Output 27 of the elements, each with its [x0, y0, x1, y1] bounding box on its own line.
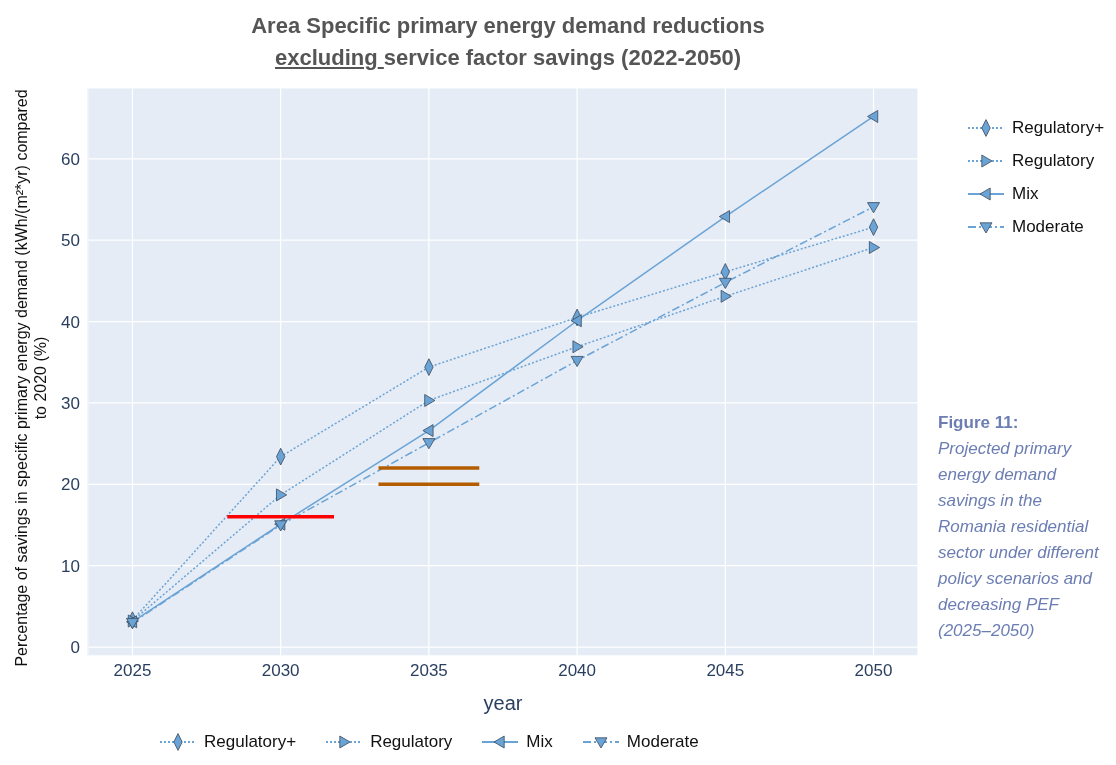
x-tick-label: 2045	[706, 661, 745, 681]
text: Regulatory	[1012, 151, 1095, 170]
legend-label: Regulatory+	[204, 732, 297, 752]
y-tick-label: 40	[61, 312, 80, 332]
y-tick-label: 30	[61, 393, 80, 413]
text: Mix	[1012, 184, 1039, 203]
y-tick-label: 60	[61, 149, 80, 169]
chart-subtitle: excluding service factor savings (2022-2050)	[275, 45, 741, 70]
legend-label: Moderate	[626, 732, 699, 752]
x-tick-label: 2035	[409, 661, 448, 681]
x-tick-label: 2030	[261, 661, 300, 681]
text: Projected primary energy demand savings in the Romania residential sector under different policy scenarios and decreasing PEF (2025–2050)	[938, 438, 1101, 642]
y-axis-title: Percentage of savings in specific primary energy demand (kWh/(m²*yr) compared to 2020 (%)	[12, 88, 50, 669]
x-tick-label: 2025	[113, 661, 152, 681]
text: Moderate	[1012, 217, 1084, 236]
y-tick-label: 50	[61, 231, 80, 251]
y-tick-label: 20	[61, 475, 80, 495]
x-axis-title: year	[482, 692, 524, 715]
x-tick-label: 2040	[558, 661, 597, 681]
chart-title: Area Specific primary energy demand reductions	[250, 12, 766, 40]
legend-label: Regulatory	[370, 732, 453, 752]
x-tick-label: 2050	[854, 661, 893, 681]
y-tick-label: 0	[70, 638, 80, 658]
y-tick-label: 10	[61, 556, 80, 576]
text: Regulatory+	[1012, 118, 1105, 137]
caption: Figure 11:	[938, 412, 1020, 434]
legend-label: Mix	[526, 732, 553, 752]
